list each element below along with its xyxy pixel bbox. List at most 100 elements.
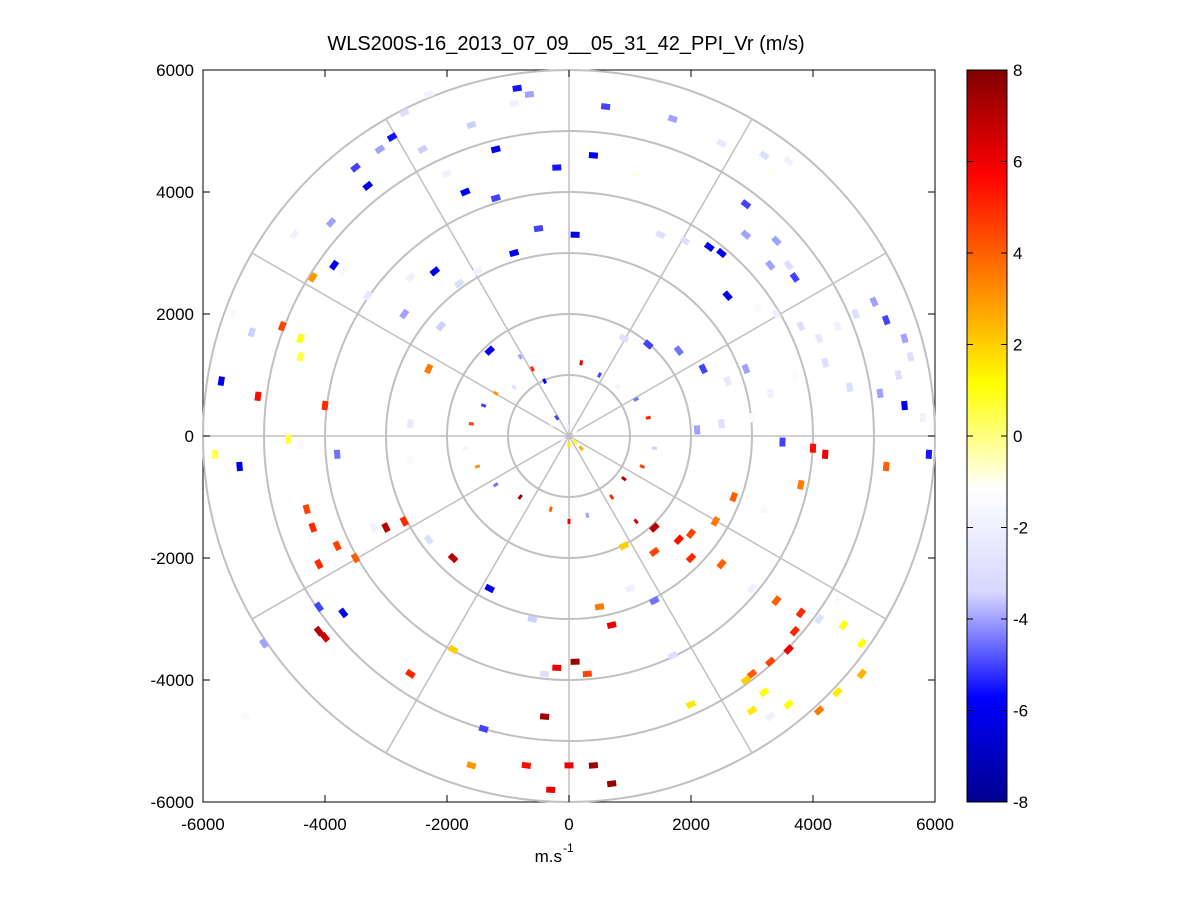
velocity-point [765,259,776,271]
colorbar-tick-label: -2 [1013,519,1028,538]
velocity-point [741,363,751,375]
velocity-point [795,607,806,619]
velocity-point [651,446,658,451]
velocity-point [723,375,732,387]
velocity-point [492,482,499,488]
velocity-point [814,333,824,344]
velocity-point [399,516,410,527]
velocity-point [567,518,571,524]
velocity-point [472,266,483,277]
colorbar-tick-label: -4 [1013,610,1028,629]
velocity-point [716,138,727,148]
velocity-point [567,424,571,430]
velocity-point [572,439,578,445]
velocity-point [759,503,769,515]
axis-ticks [202,69,936,803]
chart-title: WLS200S-16_2013_07_09__05_31_42_PPI_Vr (… [327,33,804,55]
colorbar-tick-label: 0 [1013,427,1022,446]
velocity-point [554,414,560,421]
velocity-point [254,391,262,402]
velocity-point [618,333,630,344]
velocity-point [559,436,566,442]
velocity-point [783,699,794,710]
velocity-point [229,308,238,320]
velocity-point [771,595,782,607]
velocity-point [468,422,475,426]
velocity-point [552,664,562,672]
velocity-point [307,271,318,283]
velocity-point [517,494,523,500]
colorbar-ticks [967,69,1007,803]
velocity-point [423,534,434,546]
velocity-point [236,461,244,472]
velocity-point [447,552,459,564]
velocity-point [649,595,660,606]
velocity-point [350,162,361,173]
colorbar-tick-label: 4 [1013,244,1022,263]
x-tick-label: 2000 [672,815,710,834]
velocity-point [876,388,884,399]
velocity-point [517,353,523,360]
colorbar-tick-label: -8 [1013,793,1028,812]
velocity-point [567,442,571,448]
velocity-point [588,152,599,159]
velocity-point [600,103,611,111]
grid-spoke [385,435,570,754]
velocity-point [552,164,562,171]
velocity-point [639,464,646,469]
y-tick-label: 4000 [156,183,194,202]
velocity-point [900,333,909,344]
velocity-point [796,320,806,332]
velocity-point [901,400,908,411]
y-tick-label: -2000 [151,549,194,568]
velocity-point [882,461,890,472]
velocity-point [790,369,799,381]
velocity-point [783,644,794,655]
velocity-point [753,302,764,314]
velocity-point [405,272,416,283]
velocity-point [832,320,842,332]
velocity-point [247,327,257,338]
velocity-point [508,248,520,258]
y-tick-label: -4000 [151,671,194,690]
velocity-point [466,761,477,770]
velocity-point [453,278,465,289]
x-tick-label: 6000 [916,815,954,834]
velocity-point [832,686,843,698]
grid-spoke [385,118,570,437]
velocity-point [649,522,660,533]
grid-spoke [568,252,887,437]
velocity-point [399,308,410,320]
velocity-point [624,584,636,593]
x-tick-labels: -6000 -4000 -2000 0 2000 4000 6000 [181,815,954,834]
velocity-point [578,445,585,452]
velocity-point [462,446,468,450]
velocity-point [894,370,903,380]
grid-spoke [568,435,753,754]
velocity-point [645,415,652,420]
velocity-point [766,388,775,399]
velocity-point [527,615,538,623]
velocity-point [539,670,550,678]
velocity-point [673,345,684,356]
velocity-point [478,724,489,733]
colorbar-tick-label: -6 [1013,702,1028,721]
velocity-point [374,144,386,155]
velocity-point [546,786,556,794]
velocity-point [417,144,428,155]
velocity-point [856,668,867,680]
velocity-point [579,360,584,366]
velocity-point [329,259,340,271]
y-tick-label: 2000 [156,305,194,324]
velocity-point [369,522,379,533]
velocity-point [490,145,501,154]
grid-spoke [568,435,887,620]
velocity-point [466,120,477,130]
velocity-point [314,558,324,570]
colorbar-tick-label: 2 [1013,336,1022,355]
velocity-point [621,475,627,482]
velocity-point [459,187,471,197]
velocity-point [685,528,697,539]
velocity-point [698,363,708,375]
